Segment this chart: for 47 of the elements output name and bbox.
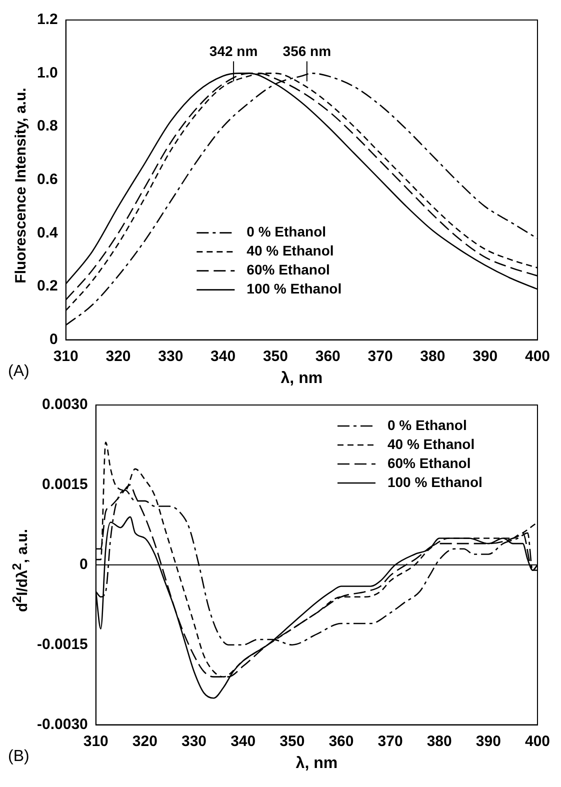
legend-label: 0 % Ethanol (387, 416, 467, 433)
x-tick-label: 340 (210, 348, 236, 365)
x-tick-label: 380 (420, 348, 446, 365)
y-tick-label: 0.0030 (42, 396, 88, 414)
legend-label: 60% Ethanol (387, 454, 471, 471)
x-tick-label: 390 (476, 732, 501, 750)
y-tick-label: 0.4 (36, 224, 58, 242)
y-tick-label: 0.6 (36, 171, 58, 188)
x-tick-label: 400 (524, 732, 550, 750)
x-tick-label: 310 (53, 348, 78, 365)
x-tick-label: 330 (158, 348, 184, 365)
x-tick-label: 370 (378, 732, 403, 750)
legend-label: 100 % Ethanol (246, 280, 342, 297)
legend-label: 40 % Ethanol (246, 242, 334, 259)
y-axis-title: Fluorescence Intensity, a.u. (12, 88, 30, 284)
legend-label: 60% Ethanol (246, 262, 330, 278)
x-tick-label: 310 (83, 732, 108, 750)
y-tick-label: 0.2 (36, 278, 58, 295)
y-tick-label: -0.0015 (37, 636, 88, 653)
annotation: 342 nm (209, 43, 258, 60)
x-axis-title: λ, nm (280, 370, 323, 387)
legend-label: 100 % Ethanol (387, 474, 482, 490)
x-tick-label: 330 (181, 732, 207, 750)
x-tick-label: 370 (368, 348, 393, 365)
x-tick-label: 400 (524, 348, 550, 365)
x-tick-label: 380 (426, 732, 452, 750)
y-tick-label: 1.0 (36, 64, 58, 82)
y-tick-label: 0.8 (36, 118, 58, 135)
legend-label: 40 % Ethanol (387, 436, 475, 452)
y-tick-label: 0 (50, 330, 58, 348)
y-tick-label: 0 (80, 556, 88, 574)
text: (A) (8, 363, 30, 381)
annotation: 356 nm (282, 43, 332, 60)
x-tick-label: 360 (328, 732, 354, 750)
y-tick-label: 1.2 (36, 11, 58, 28)
legend-label: 0 % Ethanol (246, 224, 326, 240)
x-tick-label: 340 (230, 732, 256, 750)
x-tick-label: 320 (132, 732, 158, 750)
x-tick-label: 360 (315, 348, 340, 365)
x-tick-label: 350 (262, 348, 288, 365)
text: (B) (8, 748, 30, 766)
x-tick-label: 390 (472, 348, 498, 365)
x-tick-label: 350 (280, 732, 305, 750)
x-tick-label: 320 (106, 348, 131, 365)
x-axis-title: λ, nm (296, 754, 338, 772)
y-tick-label: -0.0030 (37, 716, 88, 733)
y-tick-label: 0.0015 (42, 476, 88, 494)
